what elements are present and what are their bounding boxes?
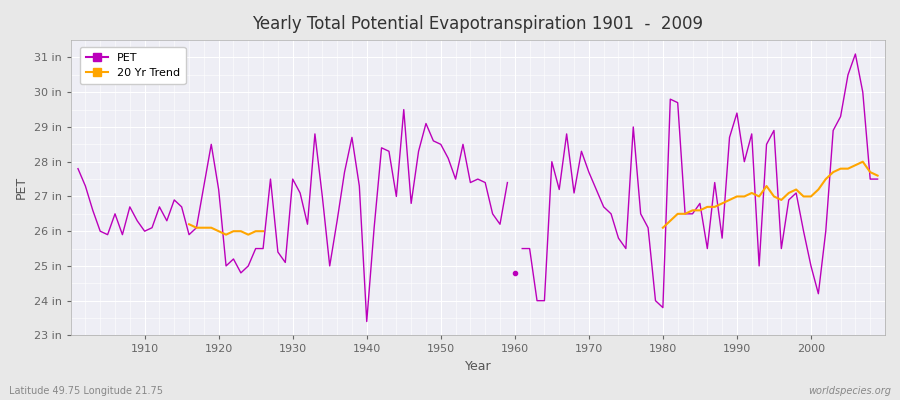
- Legend: PET, 20 Yr Trend: PET, 20 Yr Trend: [80, 47, 185, 84]
- Text: Latitude 49.75 Longitude 21.75: Latitude 49.75 Longitude 21.75: [9, 386, 163, 396]
- Y-axis label: PET: PET: [15, 176, 28, 199]
- X-axis label: Year: Year: [464, 360, 491, 373]
- Title: Yearly Total Potential Evapotranspiration 1901  -  2009: Yearly Total Potential Evapotranspiratio…: [252, 15, 703, 33]
- Text: worldspecies.org: worldspecies.org: [808, 386, 891, 396]
